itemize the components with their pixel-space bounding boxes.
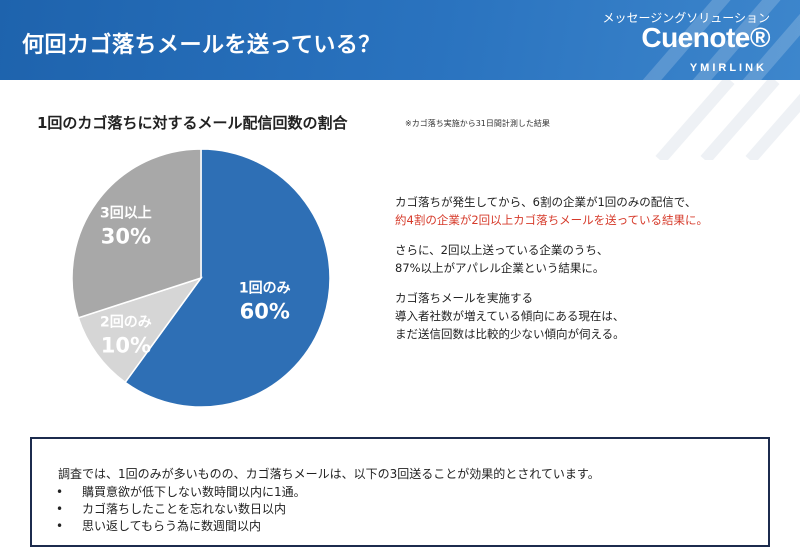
summary-intro: 調査では、1回のみが多いものの、カゴ落ちメールは、以下の3回送ることが効果的とさ…: [58, 467, 600, 481]
bullet-icon: •: [56, 519, 64, 533]
list-item: • 思い返してもらう為に数週間以内: [56, 518, 306, 535]
slice-label: 1回のみ: [239, 281, 291, 297]
list-item: • カゴ落ちしたことを忘れない数日以内: [56, 501, 306, 518]
slice-value-label: 10%: [101, 334, 151, 358]
description-paragraph-2: さらに、2回以上送っている企業のうち、 87%以上がアパレル企業という結果に。: [395, 241, 708, 277]
description-paragraph-3: カゴ落ちメールを実施する 導入者社数が増えている傾向にある現在は、 まだ送信回数…: [395, 289, 708, 343]
list-item-text: 思い返してもらう為に数週間以内: [82, 519, 262, 533]
pie-chart-svg: 1回のみ 60% 2回のみ 10% 3回以上 30%: [71, 148, 331, 408]
description-line: 導入者社数が増えている傾向にある現在は、: [395, 309, 625, 323]
summary-list: • 購買意欲が低下しない数時間以内に1通。 • カゴ落ちしたことを忘れない数日以内 …: [56, 484, 306, 535]
description-line: カゴ落ちメールを実施する: [395, 291, 533, 305]
list-item: • 購買意欲が低下しない数時間以内に1通。: [56, 484, 306, 501]
background-decoration: [655, 80, 800, 160]
slice-value-label: 60%: [240, 300, 290, 324]
description-line: さらに、2回以上送っている企業のうち、: [395, 243, 609, 257]
header-banner: 何回カゴ落ちメールを送っている？ メッセージングソリューション Cuenote®…: [0, 0, 800, 80]
slice-label: 3回以上: [100, 205, 152, 221]
description-highlight: 約4割の企業が2回以上カゴ落ちメールを送っている結果に。: [395, 213, 709, 227]
list-item-text: 購買意欲が低下しない数時間以内に1通。: [82, 485, 306, 499]
pie-slice-2: [77, 276, 203, 384]
pie-chart: 1回のみ 60% 2回のみ 10% 3回以上 30%: [60, 140, 350, 420]
summary-box: 調査では、1回のみが多いものの、カゴ落ちメールは、以下の3回送ることが効果的とさ…: [30, 437, 770, 547]
slice-value-label: 30%: [101, 224, 151, 248]
brand-tagline: メッセージングソリューション: [602, 11, 770, 25]
brand-company: YMIRLINK: [689, 62, 767, 74]
brand-logo: Cuenote®: [641, 22, 770, 53]
pie-slice-1: [124, 148, 331, 408]
description-line: カゴ落ちが発生してから、6割の企業が1回のみの配信で、: [395, 195, 697, 209]
description-paragraph-1: カゴ落ちが発生してから、6割の企業が1回のみの配信で、 約4割の企業が2回以上カ…: [395, 193, 708, 229]
list-item-text: カゴ落ちしたことを忘れない数日以内: [82, 502, 287, 516]
page-title: 何回カゴ落ちメールを送っている？: [22, 33, 381, 58]
chart-title: 1回のカゴ落ちに対するメール配信回数の割合: [37, 114, 348, 132]
slice-label: 2回のみ: [100, 315, 152, 331]
bullet-icon: •: [56, 502, 64, 516]
description: カゴ落ちが発生してから、6割の企業が1回のみの配信で、 約4割の企業が2回以上カ…: [395, 193, 708, 355]
description-line: 87%以上がアパレル企業という結果に。: [395, 261, 605, 275]
pie-slice-3: [71, 148, 202, 319]
description-line: まだ送信回数は比較的少ない傾向が伺える。: [395, 327, 625, 341]
bullet-icon: •: [56, 485, 64, 499]
chart-note: ※カゴ落ち実施から31日間計測した結果: [405, 119, 550, 128]
